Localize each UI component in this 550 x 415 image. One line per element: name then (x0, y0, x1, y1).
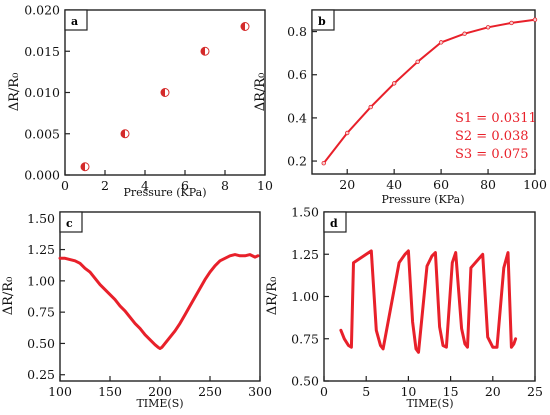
x-tick-label: 60 (433, 177, 449, 192)
data-point-fill (201, 47, 205, 56)
data-point (415, 59, 420, 64)
panel-tag-label: b (318, 15, 326, 28)
x-tick-label: 6 (181, 178, 189, 193)
y-tick-label: 0.4 (287, 110, 307, 125)
x-tick-label: 10 (257, 178, 273, 193)
data-point (80, 162, 90, 172)
y-tick-label: 1.25 (291, 247, 319, 262)
x-tick-label: 40 (386, 177, 402, 192)
x-tick-label: 10 (400, 384, 416, 399)
panel-tag-label: a (71, 15, 78, 28)
y-tick-label: 0.005 (24, 126, 60, 141)
series-line (322, 18, 536, 165)
x-axis-title: TIME(S) (406, 397, 453, 410)
series-line (339, 249, 518, 354)
x-tick-label: 0 (61, 178, 69, 193)
x-tick-label: 200 (148, 384, 172, 399)
data-point (120, 129, 130, 139)
panel-tag-box (59, 211, 83, 233)
annotation-text: S1 = 0.0311 (455, 111, 537, 126)
data-point (240, 22, 250, 31)
y-tick-label: 0.6 (287, 67, 307, 82)
y-axis-title: ΔR/R₀ (253, 73, 268, 112)
plot-frame (311, 9, 536, 175)
x-axis-title: Pressure (KPa) (381, 193, 464, 206)
x-tick-label: 300 (248, 384, 272, 399)
data-point-fill (161, 88, 165, 97)
plot-frame (323, 211, 536, 382)
y-tick-label: 1.00 (27, 273, 55, 288)
x-tick-label: 25 (527, 384, 543, 399)
x-tick-label: 20 (339, 177, 355, 192)
x-tick-label: 15 (443, 384, 459, 399)
data-point (485, 25, 491, 30)
panel-c: 100 150 200 250 300 0.25 0.50 0.75 1.00 1.25 1.50 T… (1, 211, 272, 410)
y-axis-title: ΔR/R₀ (7, 73, 22, 112)
panel-tag-label: d (330, 217, 338, 230)
x-axis-title: TIME(S) (136, 397, 183, 410)
x-tick-label: 20 (485, 384, 501, 399)
y-tick-label: 1.50 (27, 211, 55, 226)
x-tick-label: 100 (523, 177, 547, 192)
data-point-fill (241, 22, 245, 31)
y-tick-label: 0.50 (27, 336, 55, 351)
data-point (368, 104, 373, 110)
data-point (200, 46, 210, 56)
y-tick-label: 0.75 (27, 305, 55, 320)
y-axis-title: ΔR/R₀ (265, 277, 280, 316)
x-tick-label: 0 (320, 384, 328, 399)
panel-b: 20 40 60 80 100 0.2 0.4 0.6 0.8 Pressure (KPa) ΔR/… (253, 9, 547, 206)
data-point (160, 88, 170, 97)
data-point (509, 20, 514, 26)
panel-d: 0 5 10 15 20 25 0.50 0.75 1.00 1.25 1.50 TIME(S) ΔR/… (265, 205, 543, 411)
y-tick-label: 0.75 (291, 331, 319, 346)
y-tick-label: 0.015 (24, 44, 60, 59)
data-point (345, 130, 350, 136)
x-tick-label: 2 (101, 178, 109, 193)
y-tick-label: 0.010 (24, 85, 60, 100)
data-point-fill (121, 129, 125, 138)
x-tick-label: 100 (48, 384, 72, 399)
y-tick-label: 0.000 (24, 168, 60, 183)
data-point (438, 40, 444, 45)
data-point (462, 31, 467, 36)
panel-tag-box (64, 9, 88, 31)
data-point (532, 17, 538, 22)
plot-frame (59, 211, 261, 382)
y-tick-label: 1.00 (291, 289, 319, 304)
y-tick-label: 1.25 (27, 242, 55, 257)
x-tick-label: 4 (141, 178, 149, 193)
x-axis-title: Pressure (KPa) (123, 186, 206, 199)
annotation-text: S2 = 0.038 (455, 129, 529, 144)
panel-tag-label: c (66, 217, 73, 230)
y-tick-label: 0.8 (287, 24, 307, 39)
x-tick-label: 250 (198, 384, 222, 399)
y-tick-label: 0.2 (287, 154, 307, 169)
data-point (391, 81, 397, 86)
panel-a: 0 2 4 6 8 10 0.000 0.005 0.010 0.015 0.020 Pressure… (7, 3, 273, 200)
data-point (321, 161, 326, 166)
y-tick-label: 0.25 (27, 367, 55, 382)
x-tick-label: 150 (98, 384, 122, 399)
y-axis-title: ΔR/R₀ (1, 277, 16, 316)
panel-tag-box (311, 9, 335, 31)
y-tick-label: 1.50 (291, 205, 319, 220)
panel-tag-box (323, 211, 347, 233)
annotation-text: S3 = 0.075 (455, 147, 529, 162)
series-line (58, 253, 260, 350)
x-tick-label: 5 (362, 384, 370, 399)
y-tick-label: 0.50 (291, 374, 319, 389)
data-point-fill (81, 162, 85, 171)
y-tick-label: 0.020 (24, 3, 60, 18)
x-tick-label: 80 (480, 177, 496, 192)
x-tick-label: 8 (221, 178, 229, 193)
